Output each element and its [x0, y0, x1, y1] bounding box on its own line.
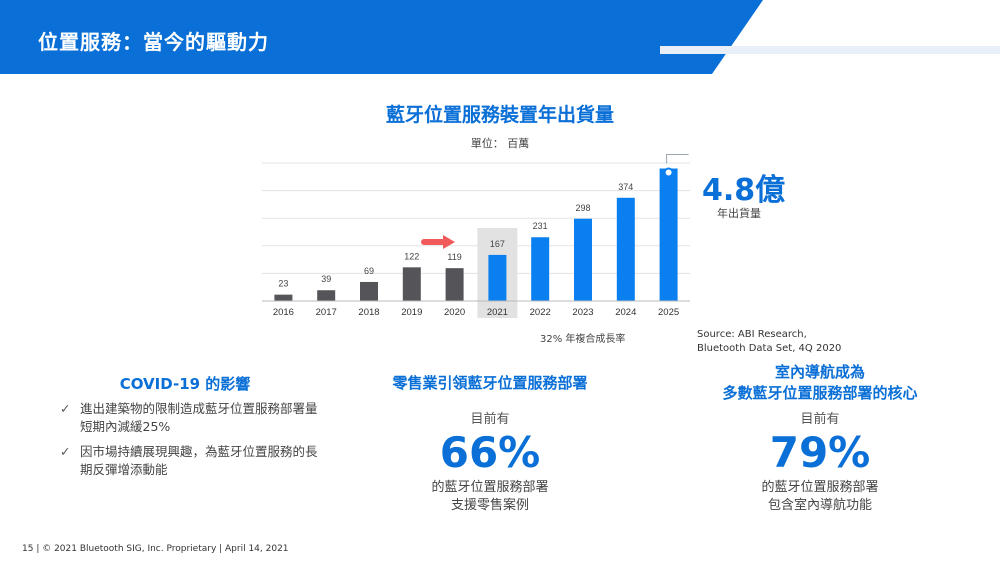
retail-stat: 目前有 66% 的藍牙位置服務部署 支援零售案例 [390, 408, 590, 515]
value-label-2016: 23 [278, 279, 288, 289]
indoor-percent: 79% [769, 428, 871, 477]
header-band [0, 0, 763, 74]
indoor-desc-1: 的藍牙位置服務部署 [761, 480, 879, 495]
indoor-pre: 目前有 [800, 412, 840, 427]
bar-2024 [616, 197, 635, 301]
value-label-2022: 231 [533, 221, 548, 231]
source-note: Source: ABI Research, Bluetooth Data Set… [697, 328, 841, 356]
indoor-title-2: 多數藍牙位置服務部署的核心 [722, 384, 918, 402]
list-item: ✓ 因市場持續展現興趣，為藍牙位置服務的長期反彈增添動能 [60, 443, 320, 479]
bar-2022 [531, 237, 550, 301]
bar-2023 [574, 218, 592, 301]
retail-title: 零售業引領藍牙位置服務部署 [392, 374, 588, 392]
tick-label-2020: 2020 [444, 307, 465, 318]
callout-value: 4.8億 [702, 173, 786, 208]
value-label-2023: 298 [575, 203, 590, 213]
indoor-title-1: 室內導航成為 [774, 363, 865, 381]
bar-2020 [445, 268, 464, 301]
bar-2017 [317, 290, 336, 301]
indoor-desc-2: 包含室內導航功能 [767, 498, 872, 513]
tick-label-2021: 2021 [487, 307, 508, 318]
covid-item-text: 因市場持續展現興趣，為藍牙位置服務的長期反彈增添動能 [80, 444, 318, 477]
slide-title: 位置服務：當今的驅動力 [38, 30, 269, 54]
tick-label-2022: 2022 [530, 307, 551, 318]
value-label-2019: 122 [404, 251, 419, 261]
value-label-2018: 69 [364, 266, 374, 276]
tick-label-2016: 2016 [273, 307, 294, 318]
covid-list: ✓ 進出建築物的限制造成藍牙位置服務部署量短期內減緩25% ✓ 因市場持續展現興… [60, 400, 320, 486]
value-label-2024: 374 [618, 182, 633, 192]
bar-2018 [360, 281, 378, 301]
bar-2016 [274, 294, 293, 301]
bar-2019 [402, 267, 421, 301]
chart-title: 藍牙位置服務裝置年出貨量 [385, 104, 614, 126]
cagr-note: 32% 年複合成長率 [540, 334, 626, 345]
value-label-2017: 39 [321, 274, 331, 284]
bar-2021 [488, 254, 507, 301]
retail-desc-2: 支援零售案例 [450, 498, 529, 513]
value-label-2020: 119 [447, 252, 461, 262]
value-label-2021: 167 [490, 239, 505, 249]
chart-unit-label: 單位： 百萬 [470, 137, 530, 150]
list-item: ✓ 進出建築物的限制造成藍牙位置服務部署量短期內減緩25% [60, 400, 320, 436]
footer: 15 | © 2021 Bluetooth SIG, Inc. Propriet… [22, 544, 289, 554]
check-icon: ✓ [60, 444, 71, 459]
callout-bracket [666, 154, 689, 164]
callout-marker-icon [663, 167, 674, 178]
tick-label-2018: 2018 [358, 307, 379, 318]
source-line-1: Source: ABI Research, [697, 329, 807, 340]
callout-caption: 年出貨量 [717, 207, 761, 220]
tick-label-2024: 2024 [615, 307, 636, 318]
retail-desc-1: 的藍牙位置服務部署 [431, 480, 549, 495]
retail-pre: 目前有 [470, 412, 510, 427]
tick-label-2017: 2017 [316, 307, 337, 318]
bar-2025 [659, 168, 678, 301]
header-accent-line [660, 46, 1000, 54]
covid-title: COVID-19 的影響 [119, 375, 251, 393]
indoor-title: 室內導航成為 多數藍牙位置服務部署的核心 [690, 362, 950, 404]
retail-percent: 66% [439, 428, 541, 477]
source-line-2: Bluetooth Data Set, 4Q 2020 [697, 343, 842, 354]
tick-label-2023: 2023 [572, 307, 593, 318]
red-arrow-icon [421, 235, 455, 249]
check-icon: ✓ [60, 401, 71, 416]
tick-label-2019: 2019 [401, 307, 422, 318]
covid-item-text: 進出建築物的限制造成藍牙位置服務部署量短期內減緩25% [80, 401, 318, 434]
indoor-stat: 目前有 79% 的藍牙位置服務部署 包含室內導航功能 [720, 408, 920, 515]
tick-label-2025: 2025 [658, 307, 679, 318]
